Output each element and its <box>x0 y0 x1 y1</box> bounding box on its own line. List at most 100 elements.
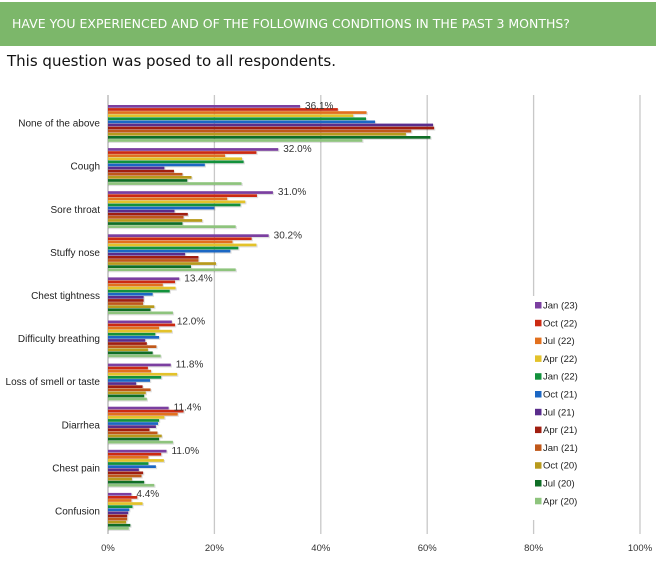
bar <box>108 249 231 253</box>
bar <box>108 428 150 432</box>
legend-label: Apr (22) <box>543 354 577 365</box>
data-label: 11.4% <box>174 403 202 414</box>
legend-label: Oct (22) <box>543 318 577 329</box>
bar <box>108 431 158 435</box>
bar <box>108 492 132 496</box>
legend-swatch <box>535 302 542 309</box>
x-tick-label: 0% <box>101 543 115 554</box>
bar <box>108 256 199 259</box>
bar <box>108 114 354 117</box>
bar <box>108 514 128 518</box>
bar <box>108 388 151 392</box>
bar <box>108 326 160 330</box>
bar <box>108 320 172 324</box>
question-subtitle: This question was posed to all responden… <box>7 52 336 70</box>
bar <box>108 237 252 241</box>
bar <box>108 369 152 373</box>
x-axis-ticks: 0% 20% 40% 60% 80% 100% <box>101 543 653 554</box>
bar <box>108 508 130 512</box>
bar <box>108 265 191 268</box>
legend-swatch <box>535 480 542 487</box>
bar <box>108 376 162 379</box>
bar <box>108 372 178 376</box>
category-labels: None of the above Cough Sore throat Stuffy … <box>6 119 101 518</box>
bar <box>108 363 171 367</box>
bar <box>108 456 149 459</box>
bar <box>108 397 147 401</box>
legend-label: Apr (20) <box>543 496 577 507</box>
legend-background <box>527 296 622 520</box>
legend-label: Jul (22) <box>543 336 575 347</box>
legend-swatch <box>535 408 542 416</box>
bar <box>108 108 338 111</box>
bar <box>108 179 188 182</box>
bar <box>108 477 132 481</box>
question-header: HAVE YOU EXPERIENCED AND OF THE FOLLOWIN… <box>0 2 656 46</box>
bar <box>108 111 367 114</box>
bar <box>108 409 184 413</box>
legend-swatch <box>535 355 542 362</box>
bar <box>108 465 156 468</box>
bar <box>108 219 203 222</box>
bar <box>108 139 363 142</box>
bar <box>108 323 176 327</box>
legend-swatch <box>535 497 542 505</box>
bar <box>108 416 165 419</box>
bar <box>108 225 236 228</box>
data-label: 4.4% <box>136 489 159 500</box>
data-label: 12.0% <box>177 317 205 328</box>
x-tick-label: 60% <box>418 543 438 554</box>
bar <box>108 391 146 395</box>
bar <box>108 311 173 315</box>
bar <box>108 206 215 210</box>
bar <box>108 459 164 462</box>
bar <box>108 345 157 348</box>
x-tick-label: 80% <box>524 543 544 554</box>
bar <box>108 252 186 256</box>
bar <box>108 197 228 201</box>
bar <box>108 222 183 225</box>
bar <box>108 379 151 382</box>
category-label: None of the above <box>18 119 100 130</box>
bar <box>108 169 174 173</box>
bar <box>108 243 257 247</box>
category-label: Confusion <box>55 507 100 518</box>
x-tick-label: 40% <box>311 543 331 554</box>
bar <box>108 182 242 185</box>
x-tick-label: 100% <box>628 543 653 554</box>
bar <box>108 157 243 161</box>
legend-label: Jul (20) <box>543 479 575 490</box>
bar <box>108 154 226 157</box>
bar <box>108 289 170 293</box>
bar <box>108 382 137 385</box>
data-label: 32.0% <box>283 144 311 155</box>
bar <box>108 172 183 176</box>
legend-swatch <box>535 319 542 327</box>
bar <box>108 234 269 237</box>
bar <box>108 527 129 530</box>
bar <box>108 348 148 352</box>
bar <box>108 329 172 333</box>
bar <box>108 240 233 244</box>
bar <box>108 163 205 167</box>
bar <box>108 480 145 484</box>
bar <box>108 292 153 296</box>
bar <box>108 148 279 151</box>
bar <box>108 126 435 130</box>
bar <box>108 354 161 358</box>
data-label: 31.0% <box>278 187 306 198</box>
bar <box>108 105 301 108</box>
bar <box>108 203 241 207</box>
bar <box>108 299 144 302</box>
bar <box>108 366 148 370</box>
legend-label: Jan (22) <box>543 372 578 383</box>
bar <box>108 120 376 124</box>
bars <box>108 105 436 531</box>
bar <box>108 268 236 272</box>
legend-swatch <box>535 462 542 469</box>
bar <box>108 277 180 281</box>
bar <box>108 151 257 154</box>
bar <box>108 129 412 133</box>
legend-swatch <box>535 444 542 451</box>
